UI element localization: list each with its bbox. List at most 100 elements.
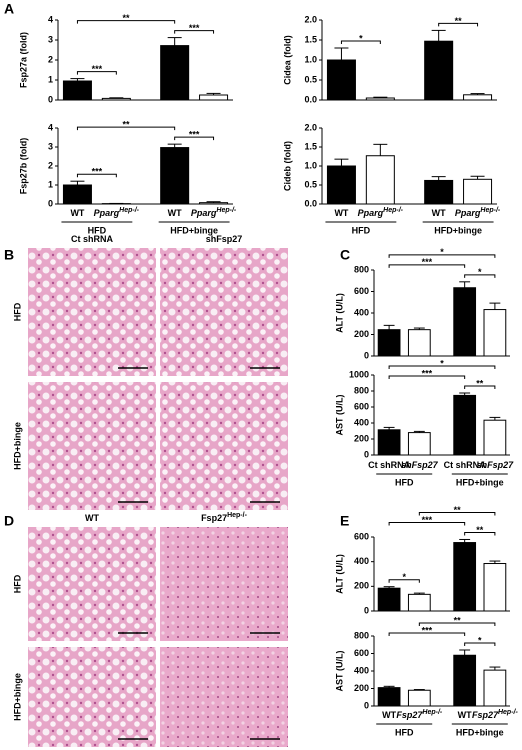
significance-bracket xyxy=(464,385,496,389)
panel-label: C xyxy=(340,247,350,263)
bar xyxy=(453,394,477,456)
y-tick-label: 200 xyxy=(354,329,369,339)
bar xyxy=(424,179,454,205)
x-tick-label-superscript: Hep-/- xyxy=(480,207,501,214)
significance-label: * xyxy=(478,267,482,277)
significance-bracket xyxy=(388,521,466,526)
bar xyxy=(160,147,190,205)
bar xyxy=(377,687,401,707)
x-tick-label: PpargHep-/- xyxy=(455,207,501,219)
y-tick-label: 4 xyxy=(48,14,53,24)
significance-label: *** xyxy=(189,130,200,140)
group-label: HFD+binge xyxy=(434,225,482,235)
x-tick-label-text: Fsp27 xyxy=(472,710,499,720)
panel-label: D xyxy=(4,513,14,529)
image-column-label-text: Fsp27 xyxy=(201,513,227,523)
y-tick-label: 400 xyxy=(354,665,369,675)
significance-label: * xyxy=(440,247,444,257)
y-tick-label: 0.0 xyxy=(304,94,317,104)
significance-bracket xyxy=(418,511,496,516)
y-axis-label: Fsp27a (fold) xyxy=(18,32,28,88)
x-tick-label: WT xyxy=(70,208,84,218)
y-tick-label: 400 xyxy=(354,307,369,317)
group-label: HFD+binge xyxy=(456,477,504,487)
image-column-label: Fsp27Hep-/- xyxy=(201,512,248,524)
y-axis-label: AST (U/L) xyxy=(334,395,344,436)
y-tick-label: 200 xyxy=(354,581,369,591)
y-tick-label: 400 xyxy=(354,417,369,427)
bar xyxy=(483,309,507,357)
group-label: HFD xyxy=(395,477,414,487)
x-tick-label: WT xyxy=(334,208,348,218)
significance-label: ** xyxy=(454,615,462,625)
x-tick-label-superscript: Hep-/- xyxy=(498,709,519,716)
bar xyxy=(483,419,507,456)
image-row-label: HFD+binge xyxy=(12,673,22,721)
significance-label: *** xyxy=(422,257,433,267)
group-label: HFD+binge xyxy=(170,225,218,235)
x-tick-label-superscript: Hep-/- xyxy=(119,207,140,214)
y-tick-label: 1 xyxy=(48,74,53,84)
y-tick-label: 3 xyxy=(48,34,53,44)
y-tick-label: 1.5 xyxy=(304,34,317,44)
x-tick-label: WT xyxy=(458,710,472,720)
significance-label: ** xyxy=(476,525,484,535)
x-tick-label-text: WT xyxy=(432,208,446,218)
x-tick-label-text: shFsp27 xyxy=(477,460,515,470)
y-tick-label: 0 xyxy=(48,94,53,104)
bar xyxy=(424,40,454,101)
x-tick-label-text: Pparg xyxy=(455,208,481,218)
significance-bracket xyxy=(76,173,117,178)
significance-bracket xyxy=(76,71,117,75)
significance-label: *** xyxy=(92,167,103,177)
y-tick-label: 600 xyxy=(354,531,369,541)
significance-bracket xyxy=(418,622,496,626)
x-tick-label-text: shFsp27 xyxy=(401,460,439,470)
image-column-label-text: WT xyxy=(85,513,99,523)
significance-bracket xyxy=(388,264,466,268)
y-tick-label: 4 xyxy=(48,122,53,132)
bar xyxy=(365,155,395,205)
y-tick-label: 600 xyxy=(354,401,369,411)
x-tick-label: Fsp27Hep-/- xyxy=(396,709,443,721)
significance-label: * xyxy=(359,33,363,43)
x-tick-label: PpargHep-/- xyxy=(191,207,237,219)
histology-image xyxy=(160,382,288,510)
y-tick-label: 200 xyxy=(354,433,369,443)
significance-bracket xyxy=(76,20,176,24)
significance-label: * xyxy=(440,358,444,368)
image-column-label: Ct shRNA xyxy=(71,234,113,244)
y-tick-label: 800 xyxy=(354,630,369,640)
x-tick-label-text: WT xyxy=(334,208,348,218)
y-tick-label: 1 xyxy=(48,179,53,189)
y-tick-label: 0 xyxy=(364,449,369,459)
y-tick-label: 2 xyxy=(48,54,53,64)
bar xyxy=(377,587,401,612)
bar xyxy=(407,432,431,456)
bar xyxy=(62,184,92,205)
y-tick-label: 0.0 xyxy=(304,198,317,208)
bar xyxy=(483,669,507,707)
y-tick-label: 0 xyxy=(364,350,369,360)
x-tick-label-text: WT xyxy=(458,710,472,720)
significance-bracket xyxy=(388,632,466,636)
image-row-label: HFD+binge xyxy=(12,422,22,470)
x-tick-label-text: Pparg xyxy=(358,208,384,218)
bar xyxy=(377,329,401,357)
significance-bracket xyxy=(464,642,496,646)
y-tick-label: 0.5 xyxy=(304,179,317,189)
image-column-label-text: shFsp27 xyxy=(206,234,243,244)
x-tick-label-text: Ct shRNA xyxy=(444,460,486,470)
y-tick-label: 1000 xyxy=(349,369,369,379)
group-label: HFD xyxy=(88,225,107,235)
x-tick-label-text: Pparg xyxy=(191,208,217,218)
significance-label: *** xyxy=(92,64,103,74)
x-tick-label-text: WT xyxy=(70,208,84,218)
x-tick-label-text: Pparg xyxy=(94,208,120,218)
y-tick-label: 2.0 xyxy=(304,14,317,24)
significance-label: ** xyxy=(476,378,484,388)
bar xyxy=(101,97,131,101)
y-tick-label: 1.5 xyxy=(304,141,317,151)
bar xyxy=(62,80,92,101)
